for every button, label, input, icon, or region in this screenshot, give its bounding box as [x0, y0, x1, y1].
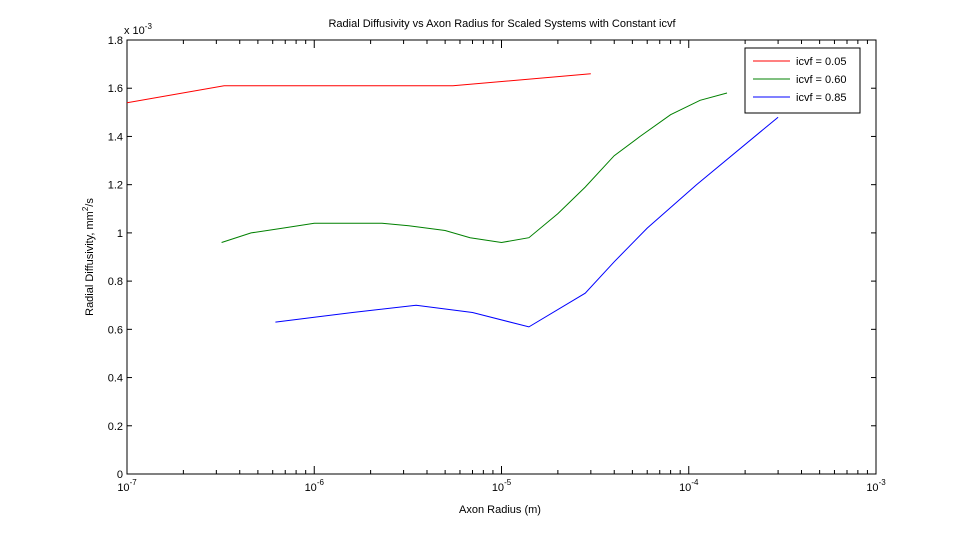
series-line-1 — [126, 73, 591, 104]
legend-label-2: icvf = 0.60 — [796, 74, 846, 86]
series-line-2 — [221, 92, 728, 244]
y-axis: 0 0.2 0.4 0.6 0.8 1 1.2 1.4 1.6 1.8 — [108, 35, 876, 481]
y-tick-label: 0 — [117, 469, 123, 481]
x-tick-label: 10-6 — [305, 478, 325, 494]
y-tick-label: 0.4 — [108, 373, 123, 385]
chart-title: Radial Diffusivity vs Axon Radius for Sc… — [328, 18, 676, 30]
y-tick-label: 1.2 — [108, 180, 123, 192]
y-axis-label-tail: /s — [84, 198, 96, 207]
y-tick-label: 0.8 — [108, 276, 123, 288]
y-tick-label: 0.6 — [108, 324, 123, 336]
x-tick-label: 10-7 — [117, 478, 137, 494]
legend-box — [744, 47, 861, 114]
svg-text:Radial Diffusivity, mm2/s: Radial Diffusivity, mm2/s — [81, 198, 96, 316]
x-tick-label: 10-3 — [866, 478, 886, 494]
series-line-3 — [275, 116, 779, 328]
y-tick-label: 1.4 — [108, 131, 123, 143]
legend-label-3: icvf = 0.85 — [796, 92, 846, 104]
y-multiplier-base: x 10 — [124, 25, 145, 37]
y-tick-label: 1 — [117, 228, 123, 240]
legend-label-1: icvf = 0.05 — [796, 56, 846, 68]
y-tick-label: 1.6 — [108, 83, 123, 95]
series-lines — [126, 73, 779, 328]
legend-items: icvf = 0.05 icvf = 0.60 icvf = 0.85 — [753, 56, 846, 104]
x-tick-label: 10-5 — [492, 478, 512, 494]
x-axis-label: Axon Radius (m) — [459, 504, 541, 516]
y-axis-label-sup: 2 — [81, 206, 90, 211]
y-multiplier-exp: -3 — [145, 22, 153, 31]
y-axis-label: Radial Diffusivity, mm2/s — [81, 198, 96, 316]
y-axis-label-main: Radial Diffusivity, mm — [84, 211, 96, 316]
y-multiplier: x 10-3 — [124, 22, 152, 37]
legend: icvf = 0.05 icvf = 0.60 icvf = 0.85 — [744, 47, 861, 114]
svg-text:x 10-3: x 10-3 — [124, 22, 152, 37]
y-tick-label: 0.2 — [108, 421, 123, 433]
x-axis: 10-7 10-6 10-5 10-4 10-3 — [117, 40, 886, 494]
y-tick-label: 1.8 — [108, 35, 123, 47]
x-tick-label: 10-4 — [679, 478, 699, 494]
